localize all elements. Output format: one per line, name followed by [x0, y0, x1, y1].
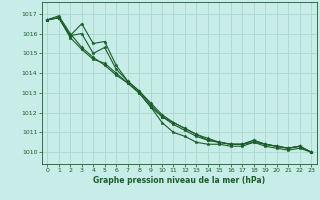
- X-axis label: Graphe pression niveau de la mer (hPa): Graphe pression niveau de la mer (hPa): [93, 176, 265, 185]
